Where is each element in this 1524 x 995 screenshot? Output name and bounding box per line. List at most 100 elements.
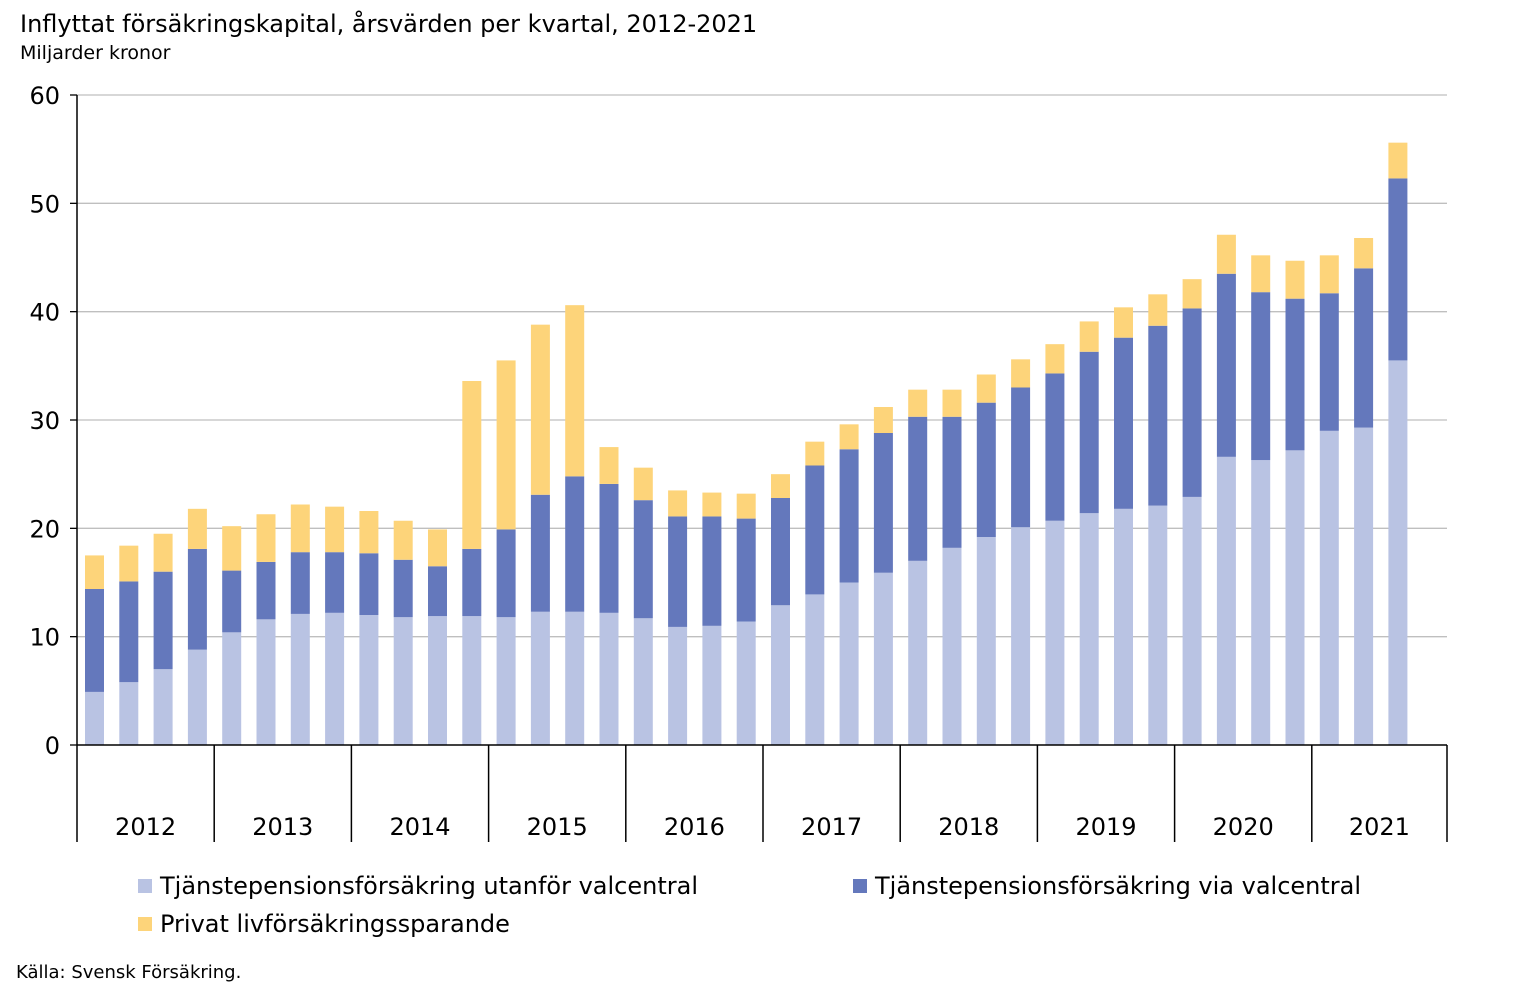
- bar-segment-series-2: [1388, 178, 1408, 361]
- bar-segment-series-1: [1285, 450, 1305, 745]
- bar-segment-series-1: [325, 612, 345, 745]
- x-year-label: 2014: [389, 813, 450, 841]
- bar-segment-series-3: [633, 467, 653, 501]
- bar-segment-series-3: [1182, 279, 1202, 309]
- bar-segment-series-2: [462, 548, 482, 617]
- legend-swatch-series-3: [138, 917, 152, 931]
- bar-segment-series-2: [1045, 373, 1065, 521]
- bar-segment-series-1: [976, 537, 996, 745]
- bar-segment-series-2: [908, 416, 928, 561]
- bar-segment-series-1: [85, 691, 104, 745]
- bar-segment-series-3: [496, 360, 516, 530]
- bar-segment-series-2: [1319, 293, 1339, 431]
- chart-title: Inflyttat försäkringskapital, årsvärden …: [20, 10, 758, 38]
- bar-segment-series-1: [428, 616, 447, 745]
- bar-segment-series-1: [1354, 427, 1374, 745]
- bar-segment-series-2: [1216, 273, 1236, 457]
- bar-segment-series-3: [736, 493, 756, 519]
- bar-segment-series-3: [668, 490, 688, 517]
- bar-segment-series-2: [1011, 387, 1031, 528]
- bar-segment-series-1: [222, 632, 242, 745]
- bar-segment-series-2: [599, 483, 619, 613]
- bar-segment-series-3: [290, 504, 310, 553]
- bar-segment-series-3: [702, 492, 722, 517]
- y-tick-label: 50: [29, 190, 60, 218]
- bar-segment-series-3: [359, 511, 379, 554]
- bar-segment-series-3: [428, 529, 447, 567]
- bar-segment-series-3: [1319, 255, 1339, 294]
- bar-segment-series-3: [942, 389, 962, 417]
- bar-segment-series-2: [359, 553, 379, 615]
- bar-segment-series-2: [530, 494, 550, 612]
- bar-segment-series-1: [1388, 360, 1408, 745]
- bar-segment-series-2: [1182, 308, 1202, 497]
- y-tick-label: 20: [29, 515, 60, 543]
- bar-segment-series-1: [119, 682, 139, 745]
- bar-segment-series-3: [462, 381, 482, 549]
- bar-segment-series-3: [1251, 255, 1271, 293]
- bar-segment-series-1: [873, 572, 893, 745]
- bar-segment-series-1: [839, 582, 859, 745]
- bar-segment-series-2: [805, 465, 825, 595]
- bar-segment-series-3: [153, 533, 173, 572]
- bar-segment-series-3: [119, 545, 139, 582]
- bar-segment-series-2: [839, 449, 859, 583]
- bar-segment-series-1: [805, 594, 825, 745]
- bar-segment-series-2: [1251, 292, 1271, 461]
- bar-segment-series-1: [599, 612, 619, 745]
- bar-segment-series-1: [736, 621, 756, 745]
- legend-item-series-2: Tjänstepensionsförsäkring via valcentral: [853, 872, 1361, 900]
- x-year-label: 2019: [1075, 813, 1136, 841]
- bar-segment-series-2: [153, 571, 173, 670]
- bar-segment-series-3: [530, 324, 550, 495]
- bar-segment-series-1: [1045, 520, 1065, 745]
- bar-segment-series-3: [599, 447, 619, 484]
- bar-segment-series-3: [873, 407, 893, 433]
- bar-segment-series-3: [839, 424, 859, 450]
- bar-segment-series-3: [1354, 238, 1374, 269]
- bar-segment-series-2: [668, 516, 688, 627]
- bar-segment-series-2: [1354, 268, 1374, 428]
- bar-segment-series-3: [85, 555, 104, 589]
- bar-segment-series-1: [633, 618, 653, 745]
- bar-segment-series-1: [942, 547, 962, 745]
- bar-segment-series-3: [256, 514, 276, 562]
- bar-segment-series-3: [1045, 344, 1065, 374]
- legend: Tjänstepensionsförsäkring utanför valcen…: [138, 872, 1438, 962]
- x-year-label: 2020: [1213, 813, 1274, 841]
- bar-segment-series-1: [1216, 456, 1236, 745]
- legend-label-series-2: Tjänstepensionsförsäkring via valcentral: [875, 872, 1362, 900]
- bar-segment-series-2: [496, 529, 516, 618]
- bar-segment-series-1: [1148, 505, 1168, 745]
- bar-segment-series-2: [119, 581, 139, 683]
- bar-segment-series-2: [633, 500, 653, 619]
- bar-segment-series-2: [976, 402, 996, 537]
- bar-segment-series-3: [771, 474, 790, 498]
- bar-segment-series-1: [290, 613, 310, 745]
- y-tick-label: 60: [29, 82, 60, 110]
- x-year-label: 2012: [115, 813, 176, 841]
- bar-segment-series-1: [668, 626, 688, 745]
- bar-segment-series-2: [187, 548, 207, 650]
- bar-segment-series-1: [153, 669, 173, 745]
- y-tick-label: 30: [29, 407, 60, 435]
- bar-segment-series-2: [1285, 298, 1305, 451]
- bar-segment-series-3: [187, 508, 207, 549]
- bar-segment-series-2: [702, 516, 722, 626]
- bar-segment-series-2: [393, 559, 413, 618]
- bar-segment-series-1: [702, 625, 722, 745]
- bar-segment-series-3: [1011, 359, 1031, 388]
- x-year-label: 2017: [801, 813, 862, 841]
- bar-segment-series-1: [565, 611, 585, 745]
- x-year-label: 2015: [527, 813, 588, 841]
- bar-segment-series-3: [565, 305, 585, 477]
- y-tick-label: 10: [29, 624, 60, 652]
- bar-segment-series-2: [873, 433, 893, 573]
- bar-segment-series-1: [393, 617, 413, 745]
- bar-segment-series-1: [530, 611, 550, 745]
- bar-segment-series-3: [976, 374, 996, 403]
- bar-segment-series-2: [325, 552, 345, 613]
- bar-segment-series-1: [1319, 430, 1339, 745]
- bar-segment-series-1: [496, 617, 516, 745]
